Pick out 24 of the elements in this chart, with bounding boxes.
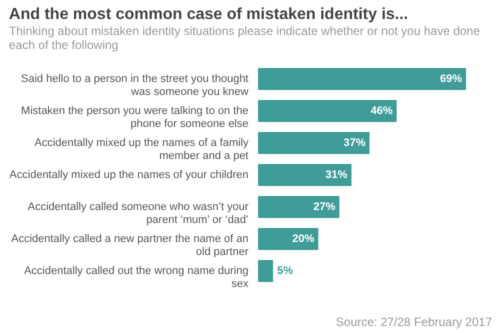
data-label: 5% — [277, 265, 294, 277]
bar — [258, 260, 274, 282]
data-label: 27% — [313, 201, 336, 213]
bar — [258, 164, 352, 186]
data-label: 37% — [344, 137, 366, 149]
chart-subtitle: Thinking about mistaken identity situations please indicate whether or not you have done each of the following — [8, 24, 480, 52]
chart-title: And the most common case of mistaken identity is... — [8, 6, 408, 23]
data-label: 46% — [370, 105, 393, 117]
bar — [258, 68, 466, 90]
bar — [258, 228, 318, 250]
bar — [258, 196, 340, 218]
y-tick-label: Accidentally called a new partner the name of an old partner — [11, 233, 249, 258]
data-label: 69% — [440, 73, 462, 85]
data-label: 20% — [292, 233, 314, 245]
y-tick-label: Accidentally called someone who wasn’t your parent ‘mum’ or ‘dad’ — [28, 201, 249, 226]
y-tick-label: Accidentally called out the wrong name during sex — [24, 265, 249, 290]
bar — [258, 132, 370, 154]
source-note: Source: 27/28 February 2017 — [336, 315, 492, 329]
y-tick-label: Accidentally mixed up the names of your children — [9, 169, 248, 181]
bar — [258, 100, 397, 122]
data-label: 31% — [325, 169, 348, 181]
y-tick-label: Said hello to a person in the street you thought was someone you knew — [21, 73, 249, 98]
y-tick-label: Mistaken the person you were talking to on the phone for someone else — [21, 105, 248, 130]
y-tick-label: Accidentally mixed up the names of a family member and a pet — [34, 137, 249, 162]
